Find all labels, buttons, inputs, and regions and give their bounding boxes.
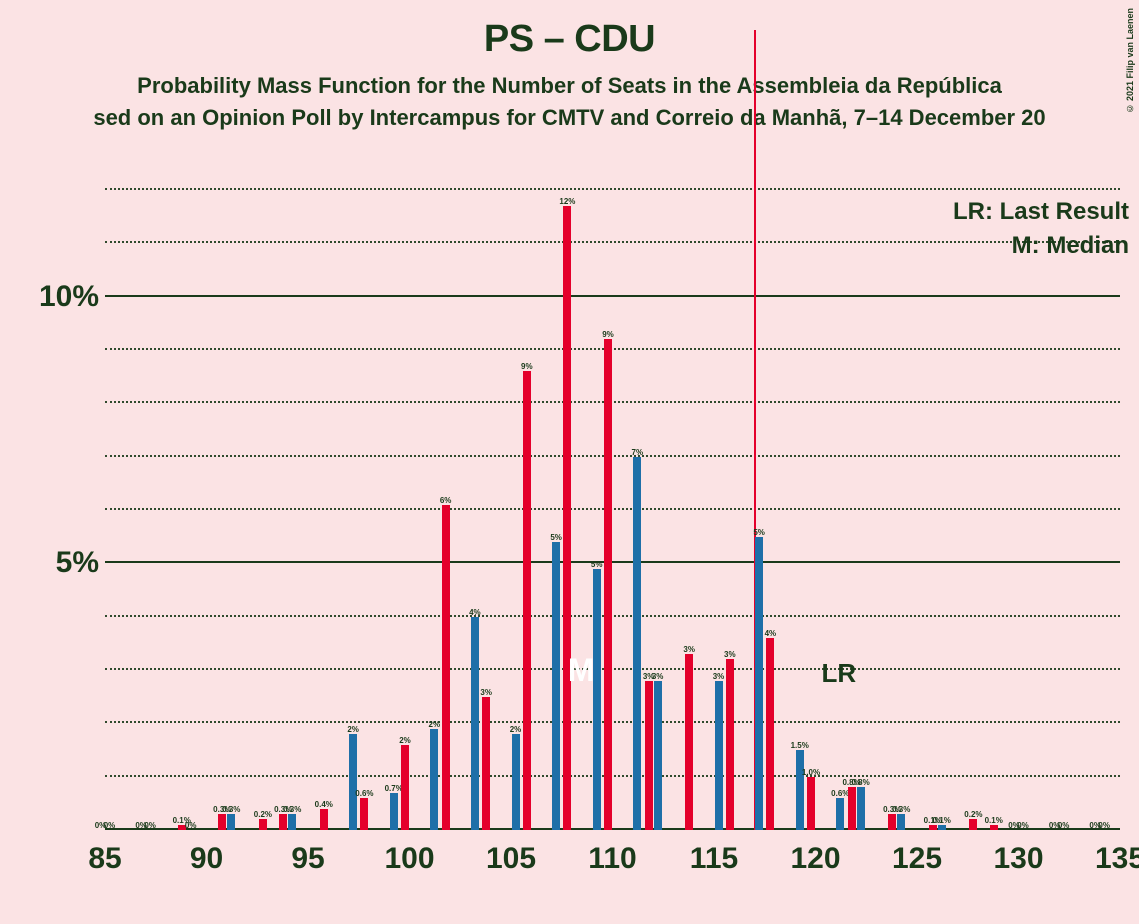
bar-series-b: 0.3% (288, 814, 296, 830)
bar-series-a: 12% (563, 206, 571, 830)
chart-subtitle: Probability Mass Function for the Number… (0, 73, 1139, 99)
bar-value-label: 6% (440, 496, 452, 505)
bar-series-b: 5% (552, 542, 560, 830)
bar-value-label: 3% (724, 650, 736, 659)
bar-value-label: 0.3% (222, 805, 240, 814)
bar-series-a: 0.2% (969, 819, 977, 830)
bar-series-a: 9% (523, 371, 531, 830)
bar-series-b: 3% (654, 681, 662, 830)
bar-series-a: 0.3% (279, 814, 287, 830)
x-axis-label: 125 (892, 842, 942, 876)
bar-value-label: 0.4% (315, 800, 333, 809)
bar-series-a: 3% (645, 681, 653, 830)
bar-value-label: 5% (591, 560, 603, 569)
bar-value-label: 9% (602, 330, 614, 339)
bar-value-label: 0% (1098, 821, 1110, 830)
x-axis: 859095100105110115120125130135 (105, 842, 1120, 892)
bar-value-label: 0% (1017, 821, 1029, 830)
bar-value-label: 7% (632, 448, 644, 457)
bar-series-b: 0.3% (897, 814, 905, 830)
bar-series-a: 0.8% (848, 787, 856, 830)
bar-series-a: 3% (482, 697, 490, 830)
bar-series-b: 0.6% (836, 798, 844, 830)
copyright-label: © 2021 Filip van Laenen (1125, 8, 1135, 114)
median-annotation: M (568, 652, 595, 689)
bar-value-label: 3% (683, 645, 695, 654)
x-axis-label: 110 (588, 842, 636, 876)
bar-value-label: 4% (469, 608, 481, 617)
bar-series-b: 5% (593, 569, 601, 830)
bar-value-label: 3% (480, 688, 492, 697)
bar-value-label: 2% (510, 725, 522, 734)
bar-value-label: 5% (550, 533, 562, 542)
last-result-annotation: LR (822, 658, 857, 689)
bar-series-a: 0.3% (218, 814, 226, 830)
bar-value-label: 0.6% (355, 789, 373, 798)
bar-value-label: 0.3% (892, 805, 910, 814)
bar-value-label: 9% (521, 362, 533, 371)
bar-series-a: 2% (401, 745, 409, 830)
x-axis-label: 120 (790, 842, 840, 876)
bar-value-label: 0% (185, 821, 197, 830)
x-axis-label: 115 (690, 842, 738, 876)
plot-area: 0%0%0%0%0.1%0%0.3%0.3%0.2%0.3%0.3%0.4%2%… (105, 190, 1120, 830)
bar-value-label: 1.5% (791, 741, 809, 750)
bar-series-b: 1.5% (796, 750, 804, 830)
bar-value-label: 2% (347, 725, 359, 734)
bar-series-b: 2% (349, 734, 357, 830)
y-axis-label: 5% (56, 546, 99, 580)
bar-value-label: 0.2% (254, 810, 272, 819)
bar-series-a: 1.0% (807, 777, 815, 830)
bar-value-label: 2% (429, 720, 441, 729)
bar-value-label: 0.1% (985, 816, 1003, 825)
bar-value-label: 5% (753, 528, 765, 537)
chart-title: PS – CDU (0, 18, 1139, 61)
bar-value-label: 0.3% (283, 805, 301, 814)
chart-subtitle-2: sed on an Opinion Poll by Intercampus fo… (0, 105, 1139, 131)
bar-series-b: 2% (430, 729, 438, 830)
bar-series-b: 2% (512, 734, 520, 830)
bar-series-a: 0.1% (990, 825, 998, 830)
chart-container: PS – CDU Probability Mass Function for t… (0, 0, 1139, 924)
bar-value-label: 12% (559, 197, 575, 206)
bar-series-b: 0.8% (857, 787, 865, 830)
bar-series-a: 0.2% (259, 819, 267, 830)
x-axis-label: 135 (1095, 842, 1139, 876)
bar-series-b: 5% (755, 537, 763, 830)
bar-series-b: 0.7% (390, 793, 398, 830)
bar-value-label: 4% (765, 629, 777, 638)
bar-value-label: 0% (144, 821, 156, 830)
bar-value-label: 2% (399, 736, 411, 745)
bar-value-label: 0.1% (933, 816, 951, 825)
bar-series-a: 4% (766, 638, 774, 830)
bar-series-a: 3% (685, 654, 693, 830)
bar-series-a: 6% (442, 505, 450, 830)
x-axis-label: 95 (291, 842, 324, 876)
bar-value-label: 3% (713, 672, 725, 681)
bar-value-label: 0% (104, 821, 116, 830)
bar-series-a: 9% (604, 339, 612, 830)
bar-series-a: 0.1% (929, 825, 937, 830)
x-axis-label: 100 (384, 842, 434, 876)
bar-series-a: 3% (726, 659, 734, 830)
x-axis-label: 105 (486, 842, 536, 876)
bar-series-b: 0.3% (227, 814, 235, 830)
x-axis-label: 90 (190, 842, 223, 876)
bar-series-a: 0.4% (320, 809, 328, 830)
bar-value-label: 0.8% (851, 778, 869, 787)
y-axis-label: 10% (39, 280, 99, 314)
bars-layer: 0%0%0%0%0.1%0%0.3%0.3%0.2%0.3%0.3%0.4%2%… (105, 190, 1120, 830)
bar-series-a: 0.6% (360, 798, 368, 830)
bar-value-label: 0% (1058, 821, 1070, 830)
bar-series-b: 3% (715, 681, 723, 830)
x-axis-label: 85 (88, 842, 121, 876)
x-axis-label: 130 (993, 842, 1043, 876)
bar-value-label: 0.2% (964, 810, 982, 819)
bar-value-label: 1.0% (802, 768, 820, 777)
bar-series-a: 0.3% (888, 814, 896, 830)
bar-series-b: 4% (471, 617, 479, 830)
bar-value-label: 3% (652, 672, 664, 681)
bar-series-b: 7% (633, 457, 641, 830)
bar-series-b: 0.1% (938, 825, 946, 830)
